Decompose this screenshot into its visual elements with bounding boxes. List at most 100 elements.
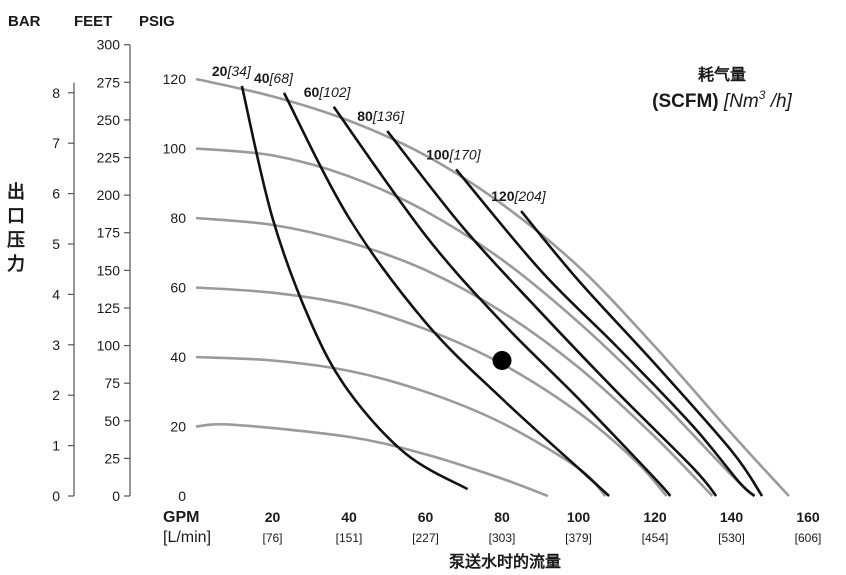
- pressure-curves: [195, 77, 790, 498]
- air-curve-label-metric: [136]: [372, 108, 405, 124]
- air-curve-label: 20[34]: [212, 63, 252, 79]
- air-curve-label-value: 80: [357, 108, 373, 124]
- legend-unit-italic-a: [Nm: [723, 91, 759, 112]
- psig-tick-label: 100: [163, 141, 187, 157]
- air-curve-100: [455, 168, 756, 498]
- feet-tick-label: 175: [97, 225, 121, 241]
- x-axis-title: 泵送水时的流量: [448, 552, 561, 571]
- air-curve-20: [240, 85, 469, 491]
- x-tick-lpm: [227]: [412, 531, 439, 545]
- psig-tick-label: 20: [170, 419, 186, 435]
- feet-tick-label: 0: [112, 488, 120, 504]
- pressure-curve-120: [195, 77, 790, 497]
- air-curve-label-value: 120: [491, 188, 515, 204]
- feet-tick-label: 75: [104, 375, 120, 391]
- x-tick-gpm: 60: [418, 509, 434, 525]
- air-curve-label: 80[136]: [357, 108, 405, 124]
- feet-tick-label: 250: [97, 112, 121, 128]
- air-curve-120: [520, 210, 764, 497]
- air-curve-80: [386, 130, 718, 497]
- psig-tick-label: 0: [178, 488, 186, 504]
- feet-tick-label: 25: [104, 450, 120, 466]
- bar-tick-label: 8: [52, 85, 60, 101]
- x-tick-lpm: [606]: [795, 531, 822, 545]
- air-curve-label-value: 100: [426, 146, 450, 162]
- y-axis-title: 出口压力: [7, 181, 25, 274]
- air-curve-label-metric: [170]: [448, 146, 481, 162]
- air-curve-label: 60[102]: [304, 84, 352, 100]
- air-curve-label: 40[68]: [254, 70, 294, 86]
- x-axis: 20 [76] 40 [151] 60 [227] 80 [303] 100 [379] 120 [4…: [262, 509, 821, 545]
- feet-tick-label: 150: [97, 262, 121, 278]
- x-tick-lpm: [379]: [565, 531, 592, 545]
- y-axis-title-char: 压: [7, 230, 25, 250]
- bar-tick-label: 6: [52, 186, 60, 202]
- air-curve-label-metric: [102]: [318, 84, 351, 100]
- legend: 耗气量 (SCFM) [Nm3 /h]: [652, 65, 792, 112]
- feet-tick-label: 275: [97, 74, 121, 90]
- feet-axis: 0 25 50 75 100 125 150 175 200 225 250 275 300: [97, 37, 131, 504]
- bar-tick-label: 5: [52, 236, 60, 252]
- air-curve-label-metric: [34]: [226, 63, 251, 79]
- legend-unit-bold: (SCFM): [652, 91, 718, 112]
- operating-point: [492, 350, 512, 370]
- operating-point-layer: [492, 350, 512, 370]
- air-curve-60: [332, 106, 672, 497]
- header-unit-bar: BAR: [8, 13, 41, 30]
- bar-tick-label: 4: [52, 286, 60, 302]
- feet-tick-label: 225: [97, 150, 121, 166]
- psig-tick-label: 80: [170, 210, 186, 226]
- air-curve-label-value: 40: [254, 70, 270, 86]
- x-tick-lpm: [454]: [642, 531, 669, 545]
- pressure-curve-80: [195, 216, 714, 497]
- air-curve-label-metric: [204]: [513, 188, 546, 204]
- psig-axis: 0 20 40 60 80 100 120: [163, 71, 187, 504]
- psig-tick-label: 120: [163, 71, 187, 87]
- bar-tick-label: 3: [52, 337, 60, 353]
- legend-unit: (SCFM) [Nm3 /h]: [652, 88, 792, 112]
- legend-title: 耗气量: [698, 65, 746, 84]
- x-tick-gpm: 100: [567, 509, 591, 525]
- y-axis-title-char: 口: [7, 206, 25, 226]
- pressure-curve-20: [195, 422, 549, 498]
- x-tick-gpm: 160: [796, 509, 820, 525]
- header-unit-feet: FEET: [74, 13, 112, 30]
- air-curve-label: 120[204]: [491, 188, 547, 204]
- x-tick-lpm: [151]: [336, 531, 363, 545]
- bar-tick-label: 7: [52, 135, 60, 151]
- y-axis-title-char: 出: [7, 181, 25, 202]
- pressure-curve-60: [195, 286, 668, 497]
- y-axis-title-char: 力: [7, 254, 25, 274]
- air-curve-label: 100[170]: [426, 146, 482, 162]
- feet-tick-label: 100: [97, 338, 121, 354]
- x-unit-primary: GPM: [163, 509, 199, 526]
- bar-tick-label: 2: [52, 387, 60, 403]
- feet-tick-label: 50: [104, 413, 120, 429]
- x-tick-gpm: 140: [720, 509, 744, 525]
- air-curve-label-value: 60: [304, 84, 320, 100]
- x-tick-gpm: 20: [265, 509, 281, 525]
- feet-tick-label: 300: [97, 37, 121, 53]
- bar-tick-label: 1: [52, 438, 60, 454]
- bar-axis: 0 1 2 3 4 5 6 7 8: [52, 82, 75, 504]
- header-unit-psig: PSIG: [139, 13, 175, 30]
- x-tick-gpm: 80: [494, 509, 510, 525]
- bar-tick-label: 0: [52, 488, 60, 504]
- x-tick-lpm: [76]: [262, 531, 282, 545]
- psig-tick-label: 40: [170, 349, 186, 365]
- feet-tick-label: 125: [97, 300, 121, 316]
- x-tick-lpm: [530]: [718, 531, 745, 545]
- legend-unit-italic-b: /h]: [765, 91, 792, 112]
- air-curve-label-value: 20: [212, 63, 228, 79]
- air-consumption-curves: 20[34] 40[68] 60[102] 80[136] 100[170] 120[20…: [212, 63, 764, 498]
- feet-tick-label: 200: [97, 187, 121, 203]
- psig-tick-label: 60: [170, 280, 186, 296]
- pressure-curve-100: [195, 147, 756, 497]
- x-tick-gpm: 40: [341, 509, 357, 525]
- air-curve-label-metric: [68]: [269, 70, 294, 86]
- legend-unit-superscript: 3: [759, 88, 766, 102]
- x-tick-gpm: 120: [643, 509, 667, 525]
- header-units: BAR FEET PSIG: [8, 13, 175, 30]
- air-curve-40: [282, 92, 610, 497]
